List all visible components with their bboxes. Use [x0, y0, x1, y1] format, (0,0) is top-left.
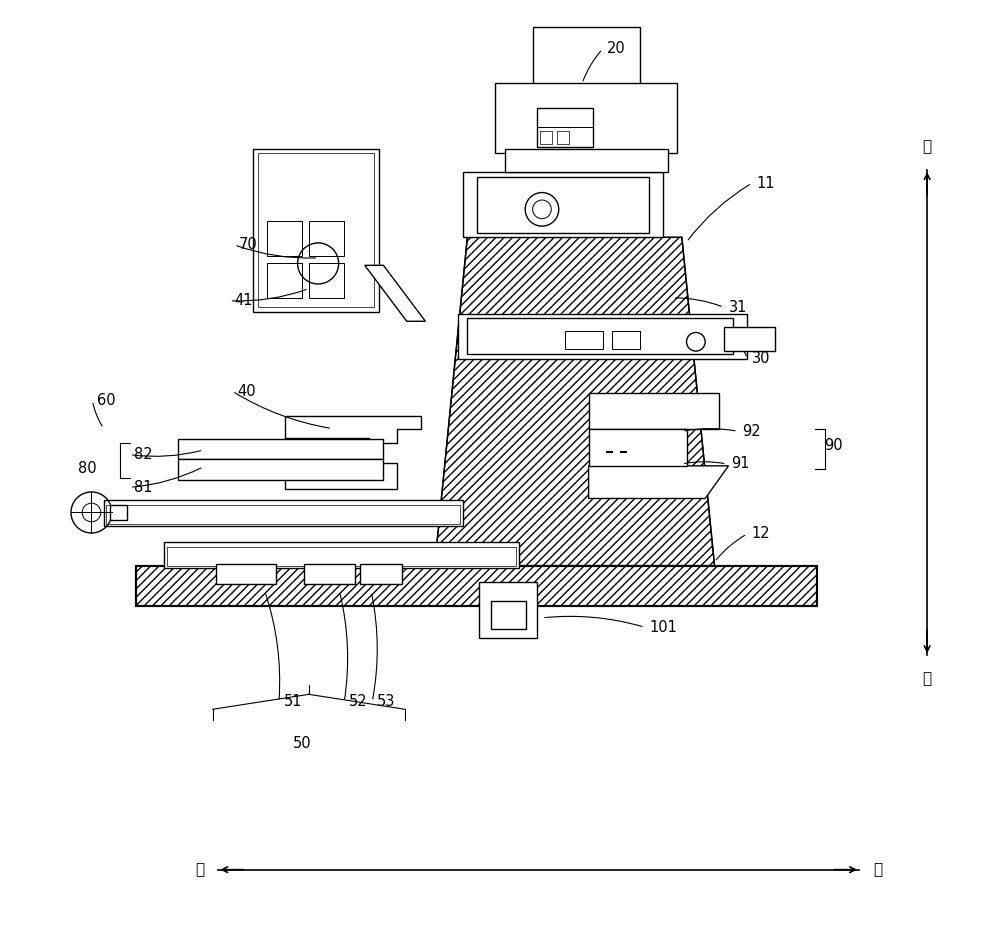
Text: 101: 101 [649, 620, 677, 634]
Text: 40: 40 [237, 384, 256, 399]
Bar [136, 566, 817, 606]
Bar [106, 505, 460, 523]
Text: 41: 41 [234, 294, 253, 309]
Bar [104, 501, 463, 526]
Bar [178, 459, 383, 480]
Bar [557, 131, 569, 144]
Polygon shape [285, 417, 421, 442]
Bar [533, 27, 640, 88]
Text: 82: 82 [134, 447, 153, 462]
Text: 30: 30 [752, 351, 770, 366]
Bar [477, 177, 649, 232]
Polygon shape [435, 237, 715, 566]
Polygon shape [589, 466, 729, 499]
Bar [467, 318, 733, 354]
Text: 70: 70 [239, 237, 258, 252]
Text: 80: 80 [78, 461, 97, 476]
Bar [285, 463, 397, 489]
Bar [540, 131, 552, 144]
Bar [164, 542, 519, 568]
Bar [360, 564, 402, 584]
Bar [495, 84, 677, 153]
Text: 81: 81 [134, 480, 153, 495]
Bar [612, 330, 640, 349]
Bar [589, 393, 719, 428]
Bar [458, 313, 747, 359]
Text: 92: 92 [742, 423, 761, 439]
Text: 53: 53 [377, 694, 395, 710]
Bar [589, 428, 687, 466]
Bar [110, 505, 127, 520]
Text: 60: 60 [97, 393, 116, 408]
Text: 50: 50 [293, 736, 312, 751]
Bar [178, 439, 383, 459]
Text: 右: 右 [873, 862, 882, 877]
Bar [267, 263, 302, 298]
Bar [463, 172, 663, 237]
Bar [505, 149, 668, 172]
Bar [309, 220, 344, 256]
Bar [491, 601, 526, 629]
Bar [479, 582, 537, 638]
Bar [309, 263, 344, 298]
Text: 20: 20 [607, 41, 626, 56]
Polygon shape [365, 265, 425, 321]
Text: 下: 下 [923, 671, 932, 686]
Text: 11: 11 [756, 176, 775, 191]
Text: 51: 51 [284, 694, 302, 710]
Bar [167, 547, 516, 566]
Bar [258, 153, 374, 308]
Bar [537, 107, 593, 147]
Bar [216, 564, 276, 584]
Text: 90: 90 [825, 438, 843, 453]
Bar [285, 438, 369, 466]
Text: 左: 左 [195, 862, 204, 877]
Text: 12: 12 [752, 526, 770, 541]
Text: 52: 52 [349, 694, 368, 710]
Bar [267, 220, 302, 256]
Text: 91: 91 [731, 456, 750, 471]
Bar [565, 330, 603, 349]
Bar [253, 149, 379, 312]
Bar [724, 327, 775, 351]
Polygon shape [136, 566, 817, 606]
Bar [304, 564, 355, 584]
Text: 31: 31 [729, 300, 747, 315]
Text: 上: 上 [923, 139, 932, 154]
